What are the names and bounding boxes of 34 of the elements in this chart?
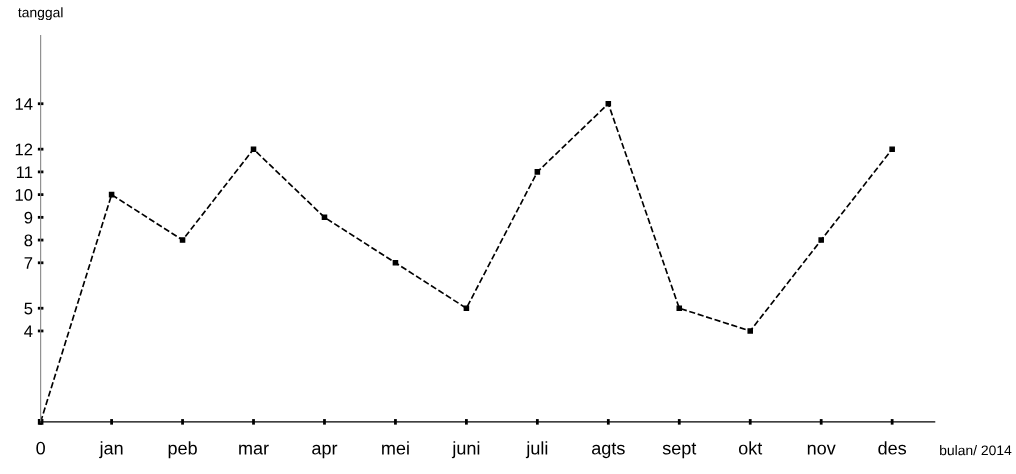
x-tick-label: mei — [382, 441, 409, 455]
point — [605, 100, 612, 107]
y-axis-title: tanggal — [18, 7, 63, 21]
y-tick-label: 12 — [15, 143, 33, 156]
x-tick-label: juni — [451, 441, 480, 459]
y-tick-label: 9 — [24, 211, 33, 224]
point — [676, 305, 683, 312]
y-tick-label: 4 — [24, 325, 33, 337]
point — [179, 237, 186, 243]
y-tick-label: 8 — [24, 234, 33, 247]
point — [534, 169, 541, 175]
x-tick-label: jan — [99, 441, 123, 459]
y-tick-label: 14 — [15, 98, 33, 110]
y-tick-label: 10 — [15, 189, 33, 201]
x-tick-label: nov — [807, 444, 836, 455]
x-tick-label: des — [878, 441, 907, 455]
x-tick-label: sept — [662, 442, 697, 459]
y-tick-label: 11 — [16, 166, 33, 178]
x-tick-label: 0 — [36, 441, 45, 455]
x-axis-title: bulan/ 2014 — [940, 445, 1012, 456]
y-tick-label: 7 — [24, 257, 33, 269]
x-tick-label: apr — [312, 444, 338, 459]
x-tick-label: juli — [525, 441, 548, 459]
point — [250, 146, 257, 152]
point — [463, 305, 470, 312]
y-tick-label: 5 — [24, 302, 33, 315]
point — [889, 146, 895, 152]
x-tick-label: peb — [168, 441, 197, 459]
x-tick-label: okt — [738, 441, 763, 455]
point — [392, 260, 399, 266]
x-tick-label: agts — [592, 442, 625, 459]
point — [818, 237, 824, 243]
x-tick-label: mar — [239, 444, 269, 455]
point — [747, 328, 754, 334]
